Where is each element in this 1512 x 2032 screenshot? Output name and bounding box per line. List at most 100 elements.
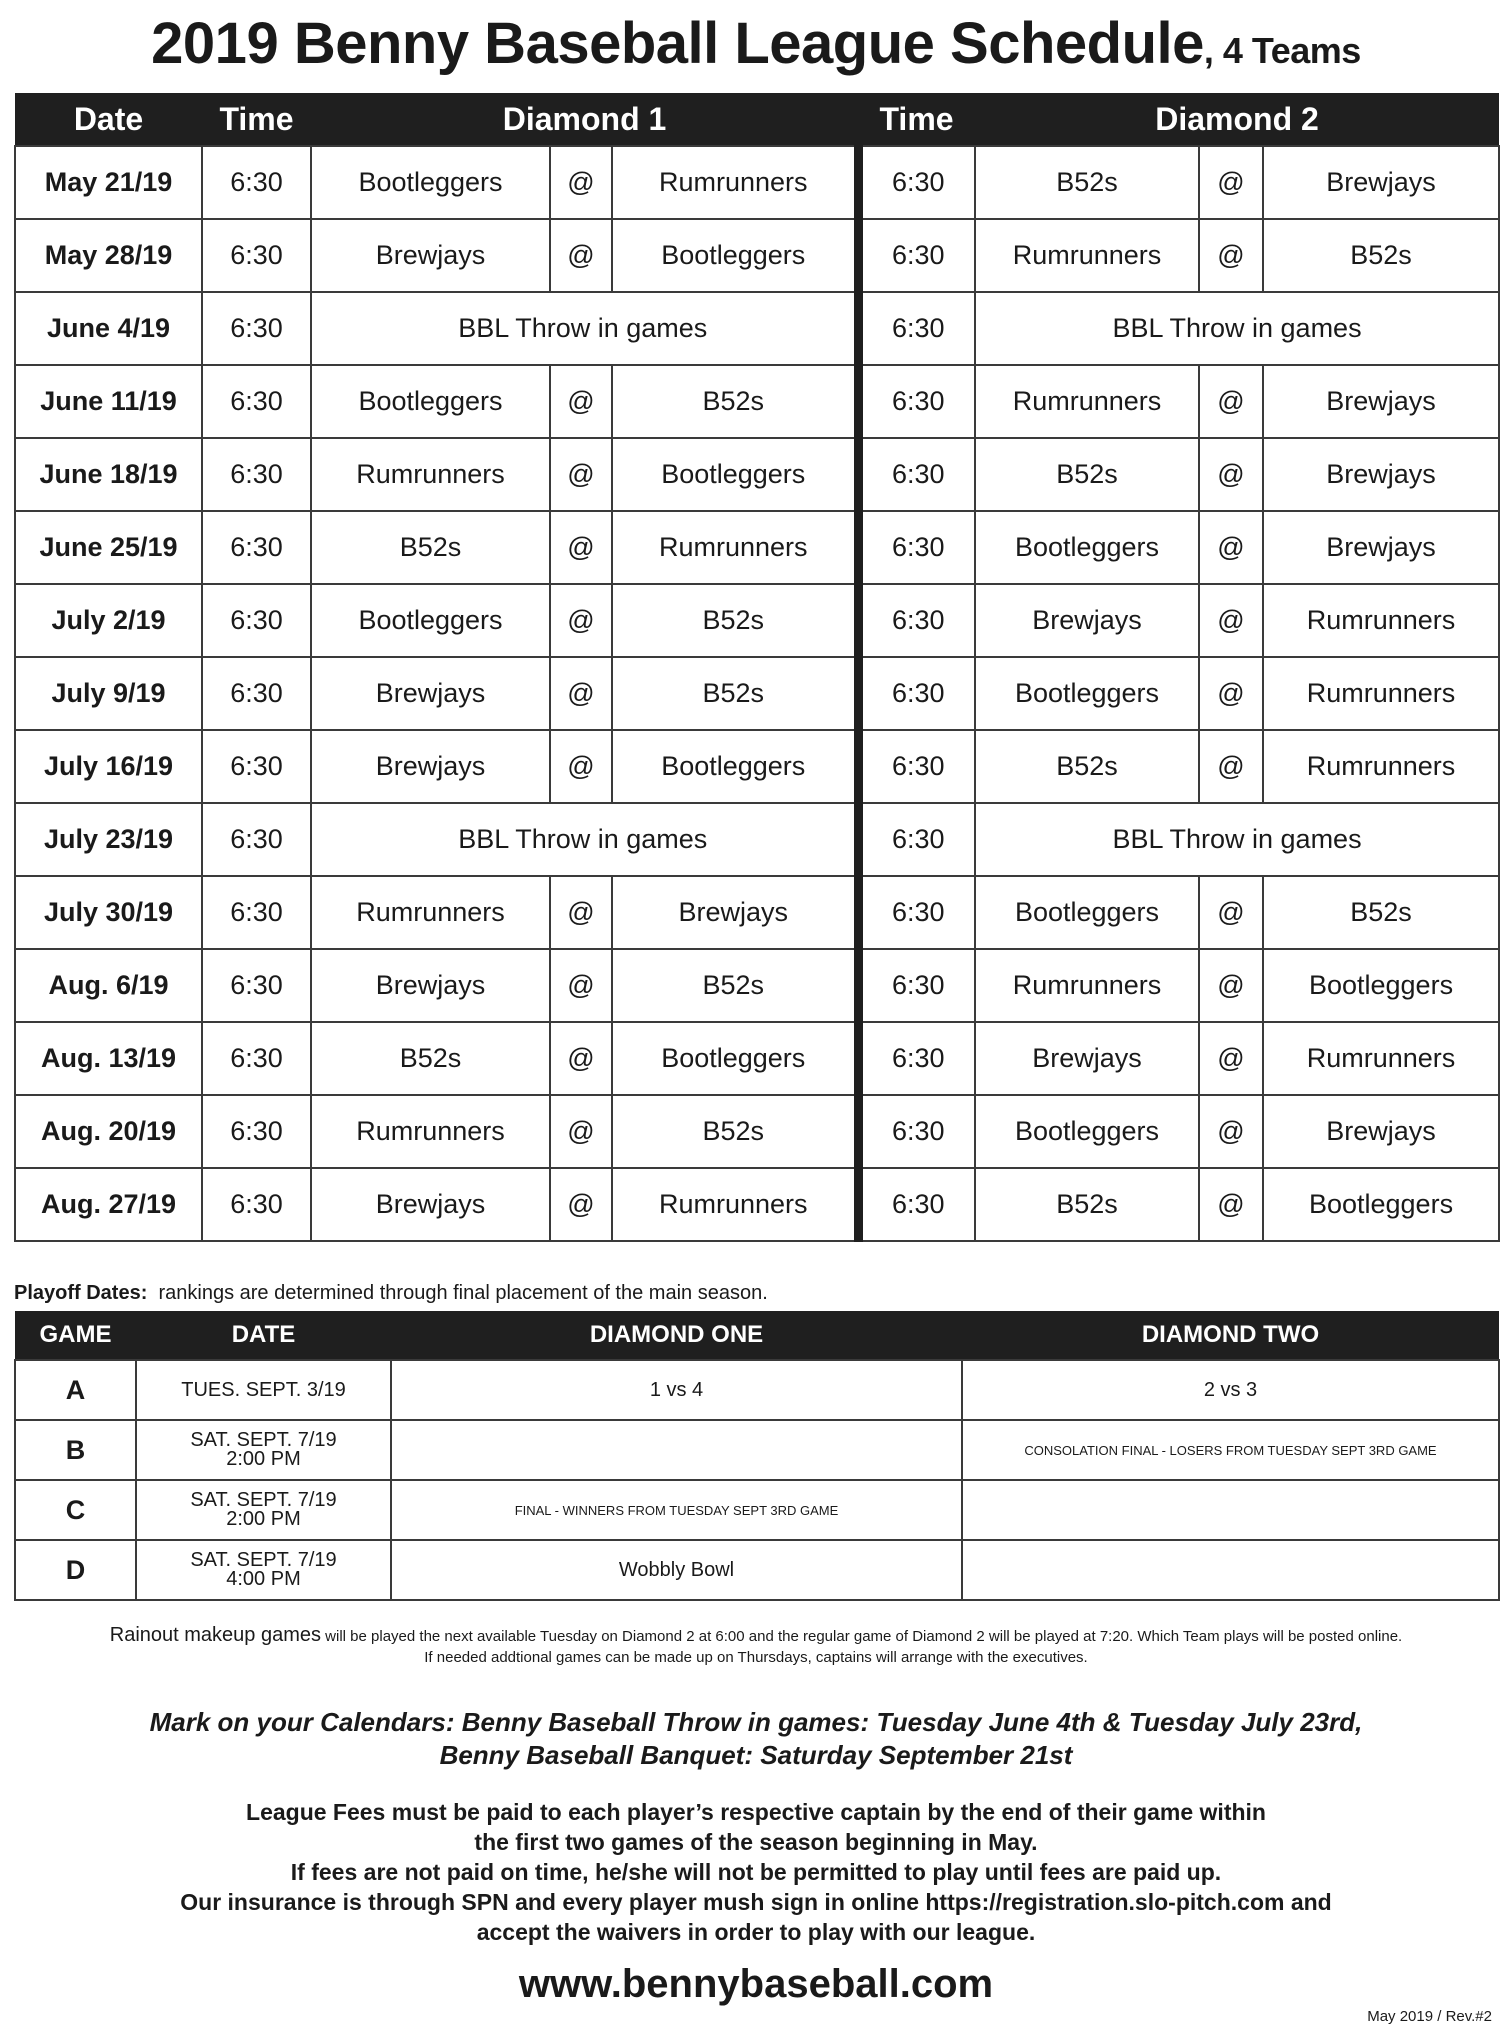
- game-time: 6:30: [853, 218, 977, 293]
- home-team: Bootleggers: [310, 145, 551, 220]
- game-date: June 4/19: [14, 291, 203, 366]
- schedule-row: June 11/19 6:30 Bootleggers @ B52s 6:30 Rumrun…: [14, 364, 1501, 439]
- at-symbol: @: [1198, 510, 1265, 585]
- at-symbol: @: [1198, 218, 1265, 293]
- game-time: 6:30: [853, 145, 977, 220]
- throw-in-event: BBL Throw in games: [974, 802, 1501, 877]
- away-team: Rumrunners: [1262, 729, 1501, 804]
- away-team: B52s: [610, 948, 860, 1023]
- away-team: B52s: [1262, 218, 1501, 293]
- schedule-row: Aug. 13/19 6:30 B52s @ Bootleggers 6:30 Brewja…: [14, 1021, 1501, 1096]
- schedule-row: June 25/19 6:30 B52s @ Rumrunners 6:30 Bootleg…: [14, 510, 1501, 585]
- at-symbol: @: [1198, 1094, 1265, 1169]
- away-team: Bootleggers: [610, 218, 860, 293]
- game-time: 6:30: [853, 948, 977, 1023]
- playoff-row: B SAT. SEPT. 7/19 2:00 PM CONSOLATION FINAL…: [14, 1419, 1500, 1481]
- home-team: Bootleggers: [974, 656, 1201, 731]
- home-team: B52s: [974, 437, 1201, 512]
- game-date-day: SAT. SEPT. 7/19: [190, 1429, 337, 1451]
- home-team: Rumrunners: [310, 437, 551, 512]
- game-date: Aug. 13/19: [14, 1021, 203, 1096]
- at-symbol: @: [549, 875, 613, 950]
- at-symbol: @: [1198, 583, 1265, 658]
- game-date-day: SAT. SEPT. 7/19: [190, 1489, 337, 1511]
- revision-note: May 2019 / Rev.#2: [1367, 2008, 1492, 2025]
- playoff-title: Playoff Dates:: [14, 1282, 148, 1304]
- diamond-two-game: [961, 1479, 1500, 1541]
- calendar-notice: Mark on your Calendars: Benny Baseball T…: [0, 1706, 1512, 1772]
- title-suffix: , 4 Teams: [1203, 30, 1361, 71]
- game-time: 6:30: [201, 145, 312, 220]
- home-team: Brewjays: [310, 656, 551, 731]
- game-date: SAT. SEPT. 7/19 2:00 PM: [135, 1479, 392, 1541]
- playoff-row: D SAT. SEPT. 7/19 4:00 PM Wobbly Bowl: [14, 1539, 1500, 1601]
- schedule-row: June 18/19 6:30 Rumrunners @ Bootleggers 6:30…: [14, 437, 1501, 512]
- game-time: 6:30: [201, 364, 312, 439]
- at-symbol: @: [1198, 437, 1265, 512]
- game-time: 6:30: [201, 1021, 312, 1096]
- playoff-table: GAME DATE DIAMOND ONE DIAMOND TWO A TUES.…: [14, 1311, 1500, 1601]
- away-team: Bootleggers: [1262, 948, 1501, 1023]
- home-team: Rumrunners: [310, 1094, 551, 1169]
- away-team: Rumrunners: [610, 510, 860, 585]
- calendar-line-2: Benny Baseball Banquet: Saturday Septemb…: [439, 1740, 1073, 1770]
- website-link[interactable]: www.bennybaseball.com: [518, 1962, 994, 2006]
- game-date: Aug. 27/19: [14, 1167, 203, 1242]
- home-team: Brewjays: [310, 1167, 551, 1242]
- game-date: July 16/19: [14, 729, 203, 804]
- at-symbol: @: [1198, 656, 1265, 731]
- game-time: 6:30: [853, 875, 977, 950]
- away-team: Rumrunners: [1262, 1021, 1501, 1096]
- at-symbol: @: [549, 583, 613, 658]
- at-symbol: @: [1198, 145, 1265, 220]
- game-time: 6:30: [853, 364, 977, 439]
- game-date: June 25/19: [14, 510, 203, 585]
- game-time: 6:30: [853, 1094, 977, 1169]
- at-symbol: @: [1198, 875, 1265, 950]
- game-time: 6:30: [201, 583, 312, 658]
- fees-line: Our insurance is through SPN and every p…: [180, 1889, 1332, 1915]
- playoff-note: rankings are determined through final pl…: [158, 1282, 768, 1304]
- home-team: B52s: [974, 729, 1201, 804]
- game-time: 6:30: [853, 437, 977, 512]
- game-date: July 2/19: [14, 583, 203, 658]
- away-team: Brewjays: [1262, 145, 1501, 220]
- game-date: May 21/19: [14, 145, 203, 220]
- game-date: June 11/19: [14, 364, 203, 439]
- at-symbol: @: [549, 364, 613, 439]
- schedule-row: Aug. 27/19 6:30 Brewjays @ Rumrunners 6:30 B52…: [14, 1167, 1501, 1242]
- home-team: Brewjays: [974, 1021, 1201, 1096]
- home-team: Bootleggers: [310, 583, 551, 658]
- header-date: DATE: [136, 1311, 391, 1360]
- home-team: Brewjays: [310, 729, 551, 804]
- throw-in-event: BBL Throw in games: [309, 802, 860, 877]
- at-symbol: @: [1198, 1167, 1265, 1242]
- diamond-two-game: [961, 1539, 1500, 1601]
- home-team: Brewjays: [974, 583, 1201, 658]
- home-team: B52s: [974, 1167, 1201, 1242]
- fees-line: accept the waivers in order to play with…: [476, 1919, 1036, 1945]
- game-time: 6:30: [853, 583, 977, 658]
- schedule-row: Aug. 20/19 6:30 Rumrunners @ B52s 6:30 Bootleg…: [14, 1094, 1501, 1169]
- game-date: July 9/19: [14, 656, 203, 731]
- game-date: June 18/19: [14, 437, 203, 512]
- header-diamond-one: DIAMOND ONE: [391, 1311, 962, 1360]
- game-time: 6:30: [201, 1167, 312, 1242]
- header-date: Date: [15, 93, 202, 146]
- away-team: Brewjays: [610, 875, 860, 950]
- game-time: 6:30: [201, 510, 312, 585]
- game-date: SAT. SEPT. 7/19 4:00 PM: [135, 1539, 392, 1601]
- game-time: 6:30: [201, 875, 312, 950]
- fees-line: League Fees must be paid to each player’…: [246, 1799, 1266, 1825]
- game-date: SAT. SEPT. 7/19 2:00 PM: [135, 1419, 392, 1481]
- game-date-day: SAT. SEPT. 7/19: [190, 1549, 337, 1571]
- game-time: 6:30: [853, 656, 977, 731]
- fees-notice: League Fees must be paid to each player’…: [0, 1797, 1512, 1947]
- away-team: Rumrunners: [1262, 656, 1501, 731]
- at-symbol: @: [549, 437, 613, 512]
- away-team: Brewjays: [1262, 1094, 1501, 1169]
- rainout-line-1: will be played the next available Tuesda…: [321, 1628, 1403, 1645]
- at-symbol: @: [549, 145, 613, 220]
- at-symbol: @: [549, 218, 613, 293]
